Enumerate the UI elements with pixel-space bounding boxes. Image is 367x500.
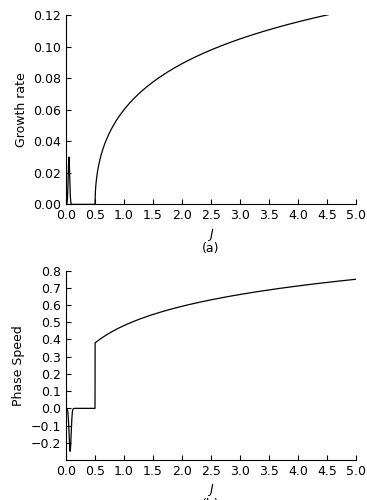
X-axis label: J: J [209,484,213,496]
Y-axis label: Growth rate: Growth rate [15,72,28,147]
X-axis label: J: J [209,228,213,241]
Y-axis label: Phase Speed: Phase Speed [12,325,25,406]
Text: (b): (b) [202,498,220,500]
Text: (a): (a) [202,242,220,255]
